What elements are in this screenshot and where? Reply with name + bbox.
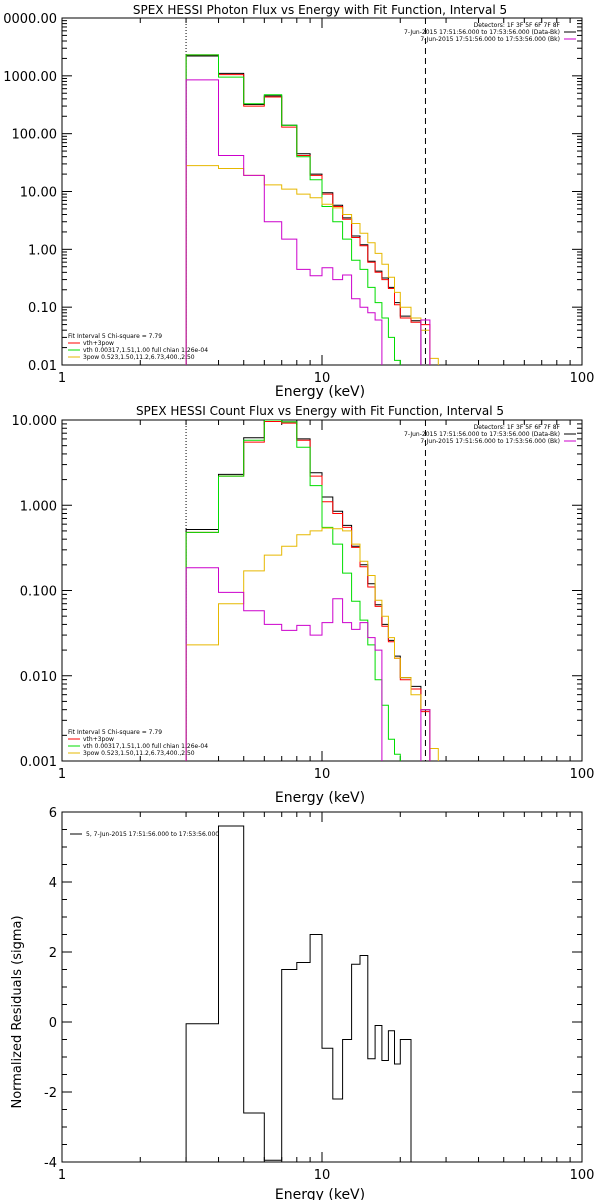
photon-flux-title: SPEX HESSI Photon Flux vs Energy with Fi… — [133, 3, 507, 17]
legend-top-text: 7-Jun-2015 17:51:56.000 to 17:53:56.000 … — [404, 29, 560, 36]
photon-flux-panel: SPEX HESSI Photon Flux vs Energy with Fi… — [3, 3, 594, 400]
x-tick-label: 10 — [314, 371, 331, 386]
y-tick-label: 100.00 — [12, 128, 58, 143]
y-tick-label: 0.100 — [20, 585, 57, 600]
legend-bottom-text: 3pow 0.523,1.50,11.2,6.73,400.,2.50 — [83, 750, 195, 757]
residuals-panel: Energy (keV) Normalized Residuals (sigma… — [10, 806, 594, 1200]
series-2-histogram — [185, 420, 401, 761]
legend-top-text: 7-Jun-2015 17:51:56.000 to 17:53:56.000 … — [420, 36, 560, 43]
y-tick-label: 4 — [49, 876, 57, 891]
x-tick-label: 10 — [314, 1168, 331, 1183]
legend-bottom-text: Fit Interval 5 Chi-square = 7.79 — [68, 729, 162, 736]
series-4-histogram — [185, 567, 431, 761]
photon-flux-xlabel: Energy (keV) — [275, 384, 365, 400]
x-tick-label: 100 — [570, 371, 595, 386]
series-4-histogram — [185, 79, 431, 365]
y-tick-label: 0.010 — [20, 670, 57, 685]
legend-bottom-text: vth 0.00317,1.51,1.00 full chian 1.26e-0… — [83, 743, 208, 750]
y-tick-label: 1.00 — [28, 243, 57, 258]
series-2-histogram — [185, 54, 401, 365]
series-group — [185, 420, 439, 761]
y-tick-label: 0.10 — [28, 301, 57, 316]
count-flux-marks: 1 10 100 0.001 0.010 0.100 1.000 10.000 Detector… — [12, 414, 595, 782]
y-tick-label: 0.01 — [28, 359, 57, 374]
y-tick-label: 0 — [49, 1016, 57, 1031]
y-tick-label: 0000.00 — [3, 12, 57, 27]
x-tick-label: 100 — [570, 767, 595, 782]
count-flux-xlabel: Energy (keV) — [275, 790, 365, 806]
y-tick-label: 10.00 — [20, 186, 57, 201]
series-3-histogram — [185, 165, 439, 365]
residuals-marks: 1 10 100 -4 -2 0 2 4 6 5, 7-Jun-2015 17:51:56.000… — [44, 806, 594, 1183]
legend-bottom-text: vth 0.00317,1.51,1.00 full chian 1.26e-0… — [83, 347, 208, 354]
y-tick-label: 10.000 — [12, 414, 58, 429]
photon-flux-marks: 1 10 100 0.01 0.10 1.00 10.00 100.00 1000.00 0000… — [3, 12, 594, 386]
series-0-histogram — [185, 825, 412, 1162]
legend-bottom-text: 3pow 0.523,1.50,11.2,6.73,400.,2.50 — [83, 354, 195, 361]
x-tick-label: 100 — [570, 1168, 595, 1183]
y-tick-label: 1.000 — [20, 499, 57, 514]
y-tick-label: -2 — [44, 1086, 57, 1101]
legend-text: 5, 7-Jun-2015 17:51:56.000 to 17:53:56.0… — [86, 831, 219, 838]
x-tick-label: 10 — [314, 767, 331, 782]
legend-bottom-text: Fit Interval 5 Chi-square = 7.79 — [68, 333, 162, 340]
count-flux-panel: SPEX HESSI Count Flux vs Energy with Fit… — [12, 404, 595, 806]
y-tick-label: 6 — [49, 806, 57, 821]
legend-bottom-text: vth+3pow — [83, 736, 114, 743]
legend-top-text: 7-Jun-2015 17:51:56.000 to 17:53:56.000 … — [404, 431, 560, 438]
series-group — [185, 825, 412, 1162]
legend-top-text: Detectors: 1F 3F 5F 6F 7F 8F — [474, 424, 561, 431]
x-tick-label: 1 — [58, 371, 66, 386]
residuals-ylabel: Normalized Residuals (sigma) — [10, 915, 25, 1108]
y-tick-label: 2 — [49, 946, 57, 961]
count-flux-title: SPEX HESSI Count Flux vs Energy with Fit… — [136, 404, 504, 418]
y-tick-label: 0.001 — [20, 755, 57, 770]
series-3-histogram — [185, 527, 439, 761]
y-tick-label: -4 — [44, 1156, 57, 1171]
y-tick-label: 1000.00 — [3, 70, 57, 85]
legend-top-text: 7-Jun-2015 17:51:56.000 to 17:53:56.000 … — [420, 438, 560, 445]
x-tick-label: 1 — [58, 767, 66, 782]
x-tick-label: 1 — [58, 1168, 66, 1183]
legend-bottom-text: vth+3pow — [83, 340, 114, 347]
legend-top-text: Detectors: 1F 3F 5F 6F 7F 8F — [474, 22, 561, 29]
series-group — [185, 54, 439, 365]
residuals-xlabel: Energy (keV) — [275, 1187, 365, 1200]
